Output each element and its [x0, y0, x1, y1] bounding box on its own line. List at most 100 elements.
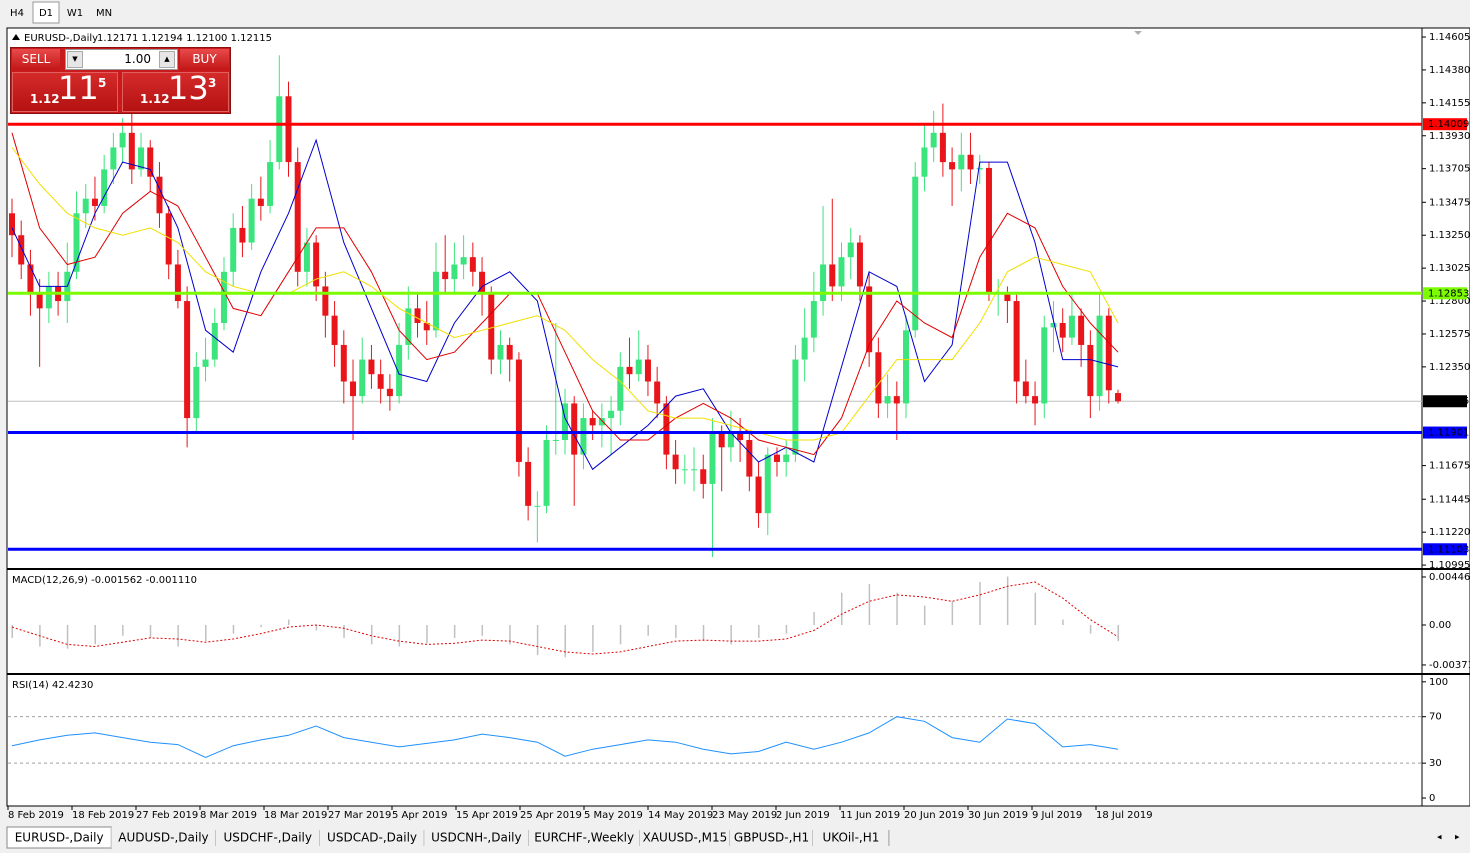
timeframe-button[interactable]	[62, 2, 88, 23]
candle-body	[1105, 315, 1112, 391]
candle-body	[866, 286, 873, 353]
macd-bar	[177, 624, 179, 647]
candle-body	[128, 132, 135, 170]
bid-tag	[1423, 395, 1467, 408]
candle-body	[792, 359, 799, 455]
candle-body	[386, 388, 393, 397]
level-tag	[1423, 543, 1467, 556]
timeframe-button[interactable]	[32, 1, 60, 24]
timeframe-buttons: H4 D1 W1 MN	[4, 1, 117, 24]
tab[interactable]	[111, 827, 216, 848]
macd-bar	[1117, 624, 1119, 642]
candle-body	[691, 469, 698, 471]
macd-bar	[896, 592, 898, 625]
timeframe-button[interactable]	[4, 2, 30, 23]
candle-body	[1041, 327, 1048, 404]
tab[interactable]	[528, 827, 640, 848]
candle-body	[939, 132, 946, 163]
y-tick-label: 1.14605	[1429, 32, 1470, 43]
ask-small: 3	[208, 76, 217, 90]
candle-body	[248, 198, 255, 243]
tab[interactable]	[639, 827, 730, 848]
candle-body	[783, 454, 790, 462]
candle-body	[949, 162, 956, 170]
candle-body	[1050, 322, 1057, 328]
candle-body	[156, 176, 163, 214]
scroll-right[interactable]: ▸	[1455, 833, 1460, 843]
macd-bar	[232, 624, 235, 634]
tab[interactable]	[215, 827, 320, 848]
macd-bar	[398, 624, 401, 647]
candle-body	[635, 359, 642, 375]
candle-body	[700, 469, 707, 484]
ohlc-label: 1.12171 1.12194 1.12100 1.12115	[97, 33, 272, 44]
candle-body	[340, 344, 347, 382]
candle-body	[405, 308, 412, 345]
bid-big: 1.12	[30, 92, 60, 106]
candle-body	[239, 227, 246, 243]
candle-body	[976, 167, 983, 170]
macd-title: MACD(12,26,9) -0.001562 -0.001110	[12, 575, 197, 586]
macd-bar	[11, 624, 13, 638]
tab[interactable]	[319, 827, 425, 848]
tab-label: UKOil-,H1	[822, 831, 879, 845]
sell-button[interactable]: SELL	[12, 49, 60, 70]
candle-body	[294, 162, 301, 272]
bid-tag-label: 1.12115	[1428, 396, 1469, 407]
candle-body	[211, 322, 218, 360]
candle-body	[718, 432, 725, 448]
candle-body	[119, 132, 126, 148]
macd-bar	[813, 612, 815, 625]
candle-body	[737, 432, 744, 441]
candle-body	[810, 301, 817, 338]
y-tick-label: 1.10995	[1429, 560, 1470, 571]
candle-body	[193, 366, 200, 419]
tab[interactable]	[424, 827, 529, 848]
macd-bar	[923, 605, 926, 625]
lot-input[interactable]: 1.00	[65, 49, 178, 70]
candle-body	[1068, 315, 1075, 338]
y-tick-label: -0.003715	[1429, 660, 1470, 671]
candle-body	[285, 96, 292, 163]
x-tick-label: 25 Apr 2019	[520, 810, 582, 821]
ask-main: 13	[168, 69, 209, 107]
level-tag	[1423, 287, 1467, 300]
bid-box[interactable]	[12, 72, 118, 112]
y-tick-label: 1.11675	[1429, 461, 1470, 472]
candle-body	[165, 213, 172, 265]
candle-body	[820, 264, 827, 302]
timeframe-button[interactable]	[91, 2, 117, 23]
candle-body	[755, 476, 762, 514]
ask-box[interactable]	[122, 72, 229, 112]
candle-body	[73, 213, 80, 272]
candle-body	[377, 374, 384, 389]
candle-body	[257, 198, 264, 206]
y-tick-label: 1.13250	[1429, 230, 1470, 241]
lot-down[interactable]: ▼	[67, 51, 83, 68]
x-tick-label: 15 Apr 2019	[456, 810, 518, 821]
tab[interactable]	[730, 827, 813, 848]
tab-label: USDCHF-,Daily	[224, 831, 312, 845]
y-tick-label: 0	[1429, 793, 1435, 804]
level-tag	[1423, 426, 1467, 439]
candle-body	[202, 359, 209, 367]
x-tick-label: 11 Jun 2019	[840, 810, 900, 821]
candle-body	[368, 359, 375, 375]
candle-body	[1115, 393, 1121, 402]
chart-window	[6, 27, 1470, 807]
lot-up[interactable]: ▲	[159, 51, 175, 68]
indicator-line	[11, 147, 1119, 441]
indicator-line	[11, 132, 1119, 456]
tabs: EURUSD-,Daily AUDUSD-,Daily USDCHF-,Daily U…	[6, 826, 890, 849]
candle-body	[331, 315, 338, 345]
scroll-left[interactable]: ◂	[1437, 833, 1442, 843]
y-tick-label: 1.14155	[1429, 98, 1470, 109]
candle-body	[829, 264, 836, 287]
tab[interactable]	[813, 827, 889, 848]
x-tick-label: 18 Mar 2019	[264, 810, 327, 821]
collapse-arrow[interactable]	[12, 34, 20, 40]
candle-body	[644, 359, 651, 382]
buy-button[interactable]: BUY	[180, 49, 229, 70]
candle-body	[230, 227, 237, 272]
candle-body	[101, 169, 108, 206]
